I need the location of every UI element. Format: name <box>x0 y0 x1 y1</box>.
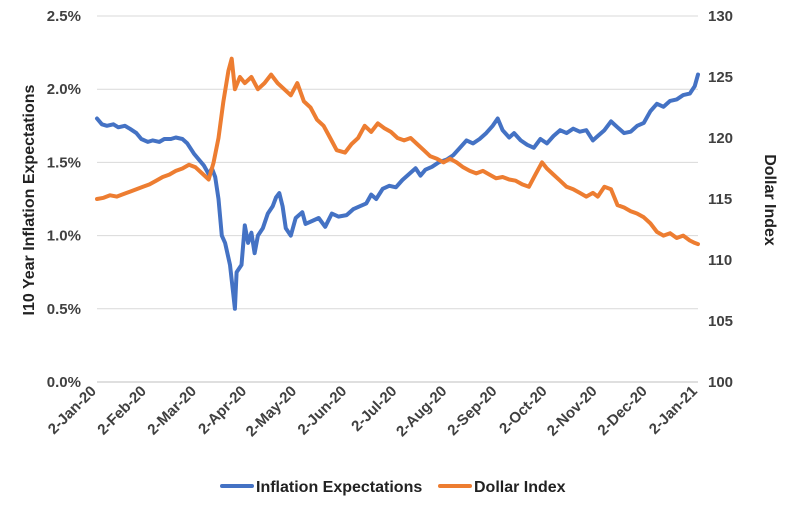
right-tick-label: 105 <box>708 313 733 330</box>
left-axis-title: I10 Year Inflation Expectations <box>21 84 38 315</box>
x-tick-label: 2-Jan-21 <box>646 383 701 438</box>
x-tick-label: 2-Mar-20 <box>144 383 200 439</box>
left-tick-label: 1.0% <box>47 228 81 245</box>
x-tick-label: 2-Jan-20 <box>45 383 100 438</box>
x-tick-label: 2-Apr-20 <box>195 383 250 438</box>
right-tick-label: 125 <box>708 69 733 86</box>
right-axis-ticks: 100 105 110 115 120 125 130 <box>708 8 733 391</box>
x-tick-label: 2-Jun-20 <box>295 383 351 439</box>
legend-label-inflation: Inflation Expectations <box>256 479 422 496</box>
x-tick-label: 2-May-20 <box>243 383 300 440</box>
x-tick-label: 2-Aug-20 <box>393 383 450 440</box>
gridlines <box>97 15 698 383</box>
right-tick-label: 130 <box>708 8 733 25</box>
series-line-dollar <box>95 56 700 247</box>
right-tick-label: 110 <box>708 252 732 269</box>
left-tick-label: 0.0% <box>47 374 81 391</box>
x-tick-label: 2-Oct-20 <box>496 383 550 437</box>
left-tick-label: 2.0% <box>47 81 81 98</box>
x-tick-label: 2-Sep-20 <box>444 383 500 439</box>
x-tick-label: 2-Feb-20 <box>94 383 150 439</box>
series-lines <box>95 56 700 311</box>
x-tick-label: 2-Nov-20 <box>544 383 601 440</box>
series-line-inflation <box>95 72 700 311</box>
left-tick-label: 0.5% <box>47 301 81 318</box>
left-tick-label: 1.5% <box>47 154 81 171</box>
legend-label-dollar: Dollar Index <box>474 479 566 496</box>
x-tick-label: 2-Dec-20 <box>594 383 650 439</box>
left-axis-ticks: 0.0% 0.5% 1.0% 1.5% 2.0% 2.5% <box>47 8 81 391</box>
right-tick-label: 120 <box>708 130 733 147</box>
right-tick-label: 100 <box>708 374 733 391</box>
x-tick-label: 2-Jul-20 <box>348 383 400 435</box>
x-axis-ticks: 2-Jan-202-Feb-202-Mar-202-Apr-202-May-20… <box>45 383 701 440</box>
left-tick-label: 2.5% <box>47 8 81 25</box>
right-axis-title: Dollar Index <box>761 154 778 246</box>
right-tick-label: 115 <box>708 191 732 208</box>
legend: Inflation Expectations Dollar Index <box>220 479 566 496</box>
